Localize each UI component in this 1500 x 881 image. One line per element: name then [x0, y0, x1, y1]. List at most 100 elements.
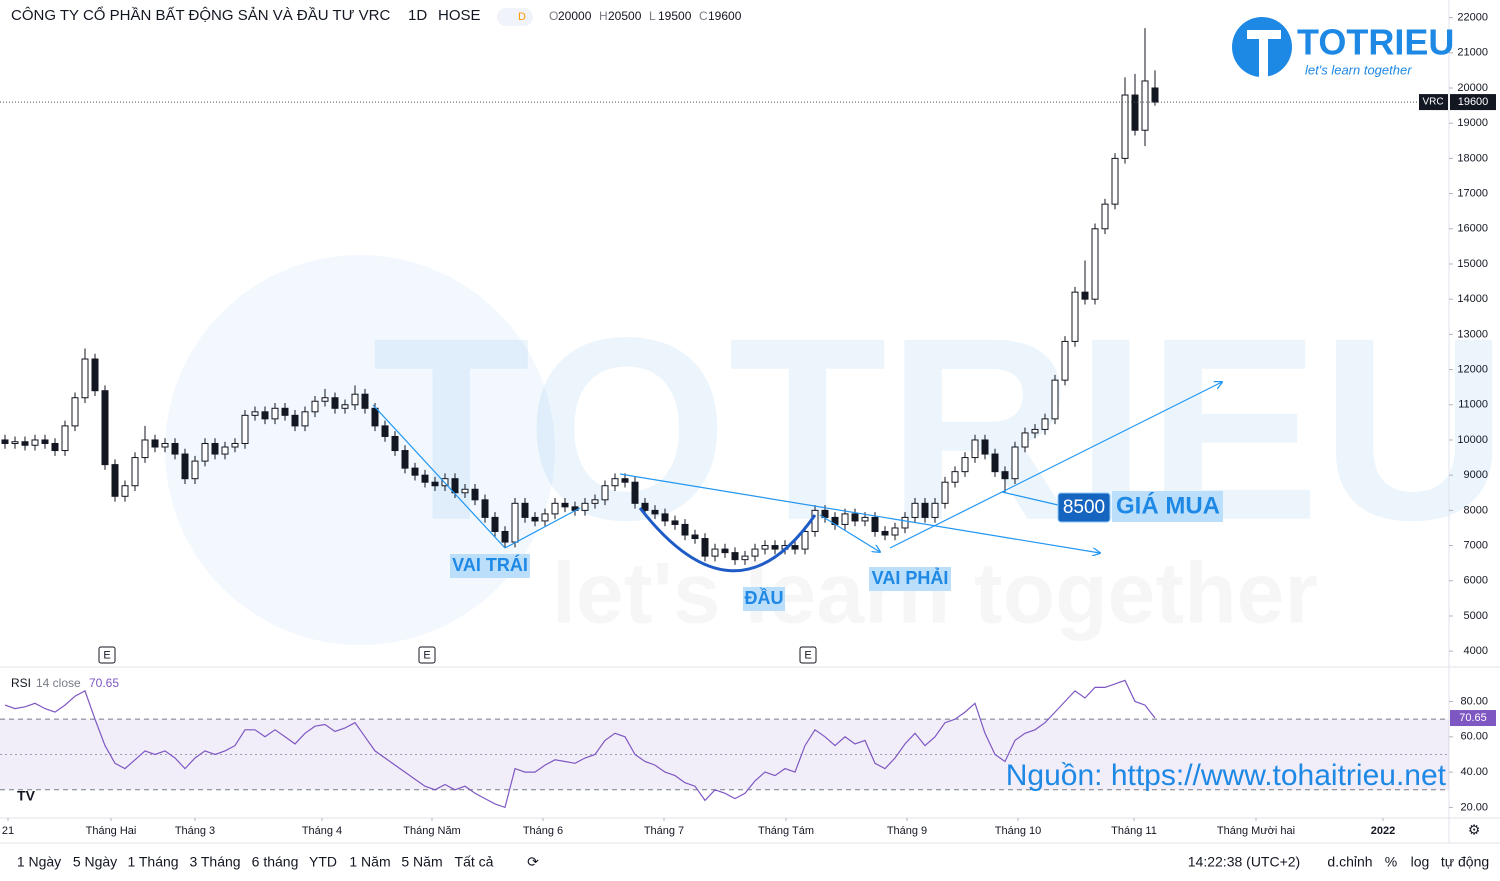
scale-option[interactable]: %: [1385, 854, 1397, 870]
candle-body: [791, 545, 799, 550]
range-button[interactable]: 6 tháng: [252, 854, 299, 870]
candle-body: [361, 393, 369, 409]
range-button[interactable]: 1 Ngày: [17, 854, 61, 870]
neckline: [619, 473, 1100, 553]
symbol-tag: [1419, 94, 1448, 111]
head-curve: [638, 507, 817, 573]
range-button[interactable]: 1 Tháng: [127, 854, 178, 870]
ohlc-key: H: [599, 9, 608, 23]
trend-line: [819, 514, 880, 552]
candle-body: [431, 481, 439, 487]
y-tick-label: 5000: [1464, 610, 1488, 622]
candle-body: [231, 442, 239, 448]
event-label: E: [103, 649, 110, 661]
range-button[interactable]: 5 Năm: [401, 854, 442, 870]
candle-body: [691, 534, 699, 540]
candle-body: [511, 502, 519, 543]
candle-body: [451, 478, 459, 494]
range-button[interactable]: 5 Ngày: [73, 854, 117, 870]
candle-body: [21, 441, 29, 446]
candle-body: [471, 488, 479, 501]
x-tick-label: 21: [2, 825, 14, 837]
status-badge: [497, 8, 533, 26]
candle-body: [101, 390, 109, 466]
ohlc-value: 20500: [608, 9, 642, 23]
range-button[interactable]: 1 Năm: [349, 854, 390, 870]
rsi-value: 70.65: [89, 676, 119, 690]
scale-option[interactable]: log: [1411, 854, 1430, 870]
x-tick-label: Tháng 9: [887, 825, 927, 837]
source-note: Nguồn: https://www.tohaitrieu.net: [1006, 759, 1447, 792]
y-tick-label: 6000: [1464, 575, 1488, 587]
candle-body: [1131, 94, 1139, 131]
candle-body: [311, 400, 319, 413]
rsi-name: RSI: [11, 676, 31, 690]
rsi-tick-label: 20.00: [1460, 801, 1488, 813]
candle-body: [191, 460, 199, 480]
candle-body: [931, 502, 939, 518]
ohlc-key: C: [699, 9, 708, 23]
candle-body: [871, 516, 879, 532]
rsi-params: 14 close: [36, 676, 81, 690]
candle-body: [741, 555, 749, 561]
ohlc-value: 20000: [558, 9, 592, 23]
candle-body: [661, 513, 669, 522]
candle-body: [161, 442, 169, 448]
event-marker: [418, 646, 436, 664]
price-tag-text: 19600: [1458, 96, 1489, 108]
candle-body: [1101, 203, 1109, 230]
settings-icon[interactable]: ⚙: [1468, 822, 1481, 838]
candle-body: [91, 358, 99, 392]
candle-body: [1021, 432, 1029, 448]
candle-body: [321, 397, 329, 402]
scale-option[interactable]: d.chỉnh: [1327, 854, 1372, 870]
price-box: [1057, 492, 1111, 523]
candle-body: [1041, 418, 1049, 430]
candle-body: [351, 393, 359, 406]
y-tick-label: 4000: [1464, 645, 1488, 657]
candle-body: [1051, 379, 1059, 420]
y-tick-label: 20000: [1457, 82, 1488, 94]
candle-body: [841, 513, 849, 525]
candle-body: [41, 439, 49, 444]
range-button[interactable]: YTD: [309, 854, 337, 870]
rsi-line: [4, 679, 1156, 809]
candle-body: [1031, 428, 1039, 434]
candle-body: [401, 450, 409, 469]
replay-icon[interactable]: ⟳: [527, 854, 539, 870]
x-tick-label: Tháng 3: [175, 825, 215, 837]
badge: D: [518, 11, 526, 23]
ohlc-value: 19500: [658, 9, 692, 23]
candle-body: [51, 442, 59, 452]
y-tick-label: 16000: [1457, 223, 1488, 235]
candle-body: [751, 548, 759, 557]
candle-body: [1081, 291, 1089, 300]
range-button[interactable]: Tất cả: [455, 854, 494, 870]
event-label: E: [804, 649, 811, 661]
candle-body: [281, 407, 289, 416]
candle-body: [641, 502, 649, 511]
candle-body: [181, 453, 189, 480]
candle-body: [1001, 471, 1009, 480]
scale-option[interactable]: tự động: [1441, 854, 1489, 870]
x-tick-label: 2022: [1371, 825, 1395, 837]
candle-body: [991, 453, 999, 473]
price-tag: [1450, 94, 1496, 111]
pattern-drawings: [372, 382, 1222, 573]
toolbar: 14:22:38 (UTC+2) ⟳ TV ⚙ 1 Ngày 5 Ngày 1 Th…: [17, 788, 1489, 870]
candle-body: [1091, 228, 1099, 300]
candle-body: [1061, 340, 1069, 381]
candle-body: [131, 457, 139, 487]
candle-body: [881, 530, 889, 536]
range-button[interactable]: 3 Tháng: [189, 854, 240, 870]
logo-mark: [1259, 30, 1268, 78]
candle-body: [601, 485, 609, 501]
tv-logo: TV: [17, 788, 36, 804]
candle-body: [1141, 80, 1149, 131]
candle-body: [681, 523, 689, 536]
candle-body: [271, 407, 279, 420]
candle-body: [551, 502, 559, 515]
candle-body: [461, 488, 469, 494]
clock: 14:22:38 (UTC+2): [1188, 854, 1300, 870]
watermark-name: TOTRIEU: [372, 285, 1500, 575]
